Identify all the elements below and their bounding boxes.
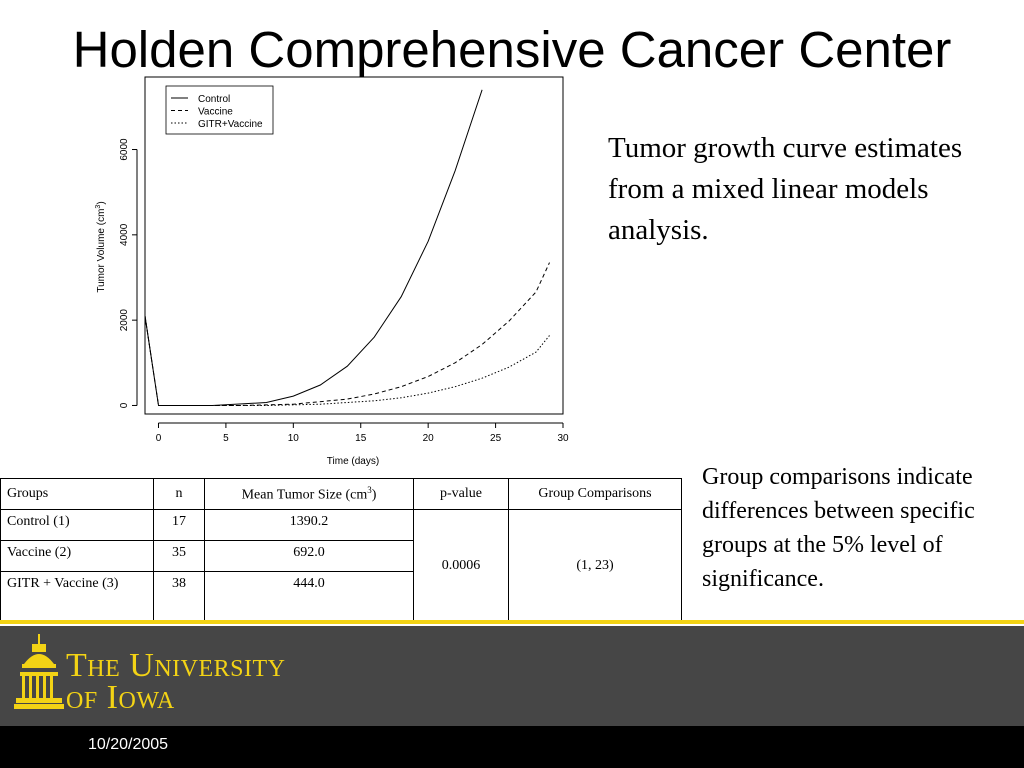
growth-curve-note: Tumor growth curve estimates from a mixe… bbox=[608, 132, 963, 246]
header-mean-size-close: ) bbox=[371, 487, 377, 503]
y-tick-label: 0 bbox=[119, 402, 130, 408]
cell-group: GITR + Vaccine (3) bbox=[0, 571, 154, 622]
university-logo-text: The University of Iowa bbox=[66, 647, 286, 716]
slide-title: Holden Comprehensive Cancer Center bbox=[72, 21, 952, 78]
header-group-comparisons: Group Comparisons bbox=[508, 478, 682, 510]
header-mean-size: Mean Tumor Size (cm3) bbox=[204, 478, 414, 510]
y-tick-label: 2000 bbox=[119, 309, 130, 332]
series-layer bbox=[144, 89, 550, 406]
cell-p-value: 0.0006 bbox=[413, 509, 509, 622]
logo-line-1: The University bbox=[66, 647, 286, 684]
cell-n: 38 bbox=[153, 571, 205, 622]
x-tick-label: 0 bbox=[156, 433, 162, 444]
chart-legend: Control Vaccine GITR+Vaccine bbox=[165, 85, 274, 135]
y-tick-label: 6000 bbox=[119, 138, 130, 161]
cell-group: Vaccine (2) bbox=[0, 540, 154, 572]
legend-label-vaccine: Vaccine bbox=[198, 107, 233, 118]
white-divider bbox=[0, 624, 1024, 626]
header-groups: Groups bbox=[0, 478, 154, 510]
footer-date: 10/20/2005 bbox=[88, 736, 169, 753]
group-comparison-table: Groups n Mean Tumor Size (cm3) p-value G… bbox=[0, 478, 682, 622]
header-p-value: p-value bbox=[413, 478, 509, 510]
old-capitol-dome-icon bbox=[14, 634, 64, 709]
y-tick-label: 4000 bbox=[119, 223, 130, 246]
y-axis-label-close: ) bbox=[96, 201, 107, 204]
x-axis-label: Time (days) bbox=[327, 456, 379, 467]
x-tick-label: 10 bbox=[288, 433, 300, 444]
x-tick-label: 25 bbox=[490, 433, 502, 444]
x-tick-label: 30 bbox=[557, 433, 569, 444]
cell-comparisons: (1, 23) bbox=[508, 509, 682, 622]
x-tick-label: 20 bbox=[423, 433, 435, 444]
y-axis-label-text: Tumor Volume (cm bbox=[96, 209, 107, 293]
cell-group: Control (1) bbox=[0, 509, 154, 541]
plot-frame bbox=[144, 76, 564, 415]
table-header-row: Groups n Mean Tumor Size (cm3) p-value G… bbox=[0, 478, 682, 510]
x-tick-label: 15 bbox=[355, 433, 367, 444]
cell-mean: 1390.2 bbox=[204, 509, 414, 541]
logo-band bbox=[0, 626, 1024, 726]
y-axis: 0 2000 4000 6000 bbox=[119, 138, 138, 408]
logo-line-2: of Iowa bbox=[66, 679, 175, 716]
header-mean-size-text: Mean Tumor Size (cm bbox=[241, 487, 368, 503]
group-comparison-note: Group comparisons indicate differences b… bbox=[702, 464, 975, 592]
gold-divider bbox=[0, 620, 1024, 624]
legend-box bbox=[165, 85, 274, 135]
legend-label-gitr-vaccine: GITR+Vaccine bbox=[198, 119, 263, 130]
tumor-growth-chart: 0 2000 4000 6000 0 5 10 15 20 25 30 Control Vacci… bbox=[95, 76, 569, 467]
cell-n: 17 bbox=[153, 509, 205, 541]
x-tick-label: 5 bbox=[223, 433, 229, 444]
series-line-vaccine bbox=[144, 262, 550, 406]
y-axis-label: Tumor Volume (cm3) bbox=[95, 201, 107, 292]
header-mean-size-sup: 3 bbox=[367, 484, 372, 495]
footer-bar bbox=[0, 726, 1024, 768]
legend-label-control: Control bbox=[198, 94, 230, 105]
x-axis: 0 5 10 15 20 25 30 bbox=[156, 422, 569, 444]
cell-mean: 692.0 bbox=[204, 540, 414, 572]
y-axis-label-sup: 3 bbox=[95, 205, 102, 209]
series-line-control bbox=[144, 89, 483, 406]
cell-mean: 444.0 bbox=[204, 571, 414, 622]
series-line-gitr-vaccine bbox=[144, 315, 550, 406]
table-row: Control (1) 17 1390.2 0.0006 (1, 23) bbox=[0, 509, 682, 622]
cell-n: 35 bbox=[153, 540, 205, 572]
header-n: n bbox=[153, 478, 205, 510]
